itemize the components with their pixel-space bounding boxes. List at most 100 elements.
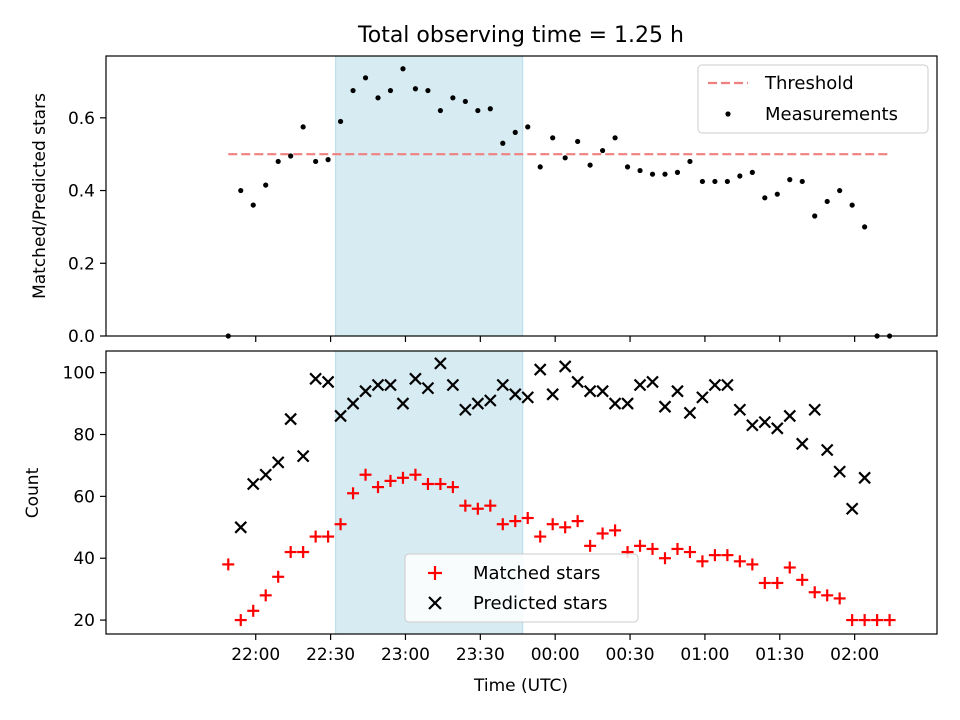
matched-star-point — [696, 555, 709, 568]
measurement-point — [612, 135, 618, 141]
measurement-point — [562, 155, 568, 161]
count-legend: Matched stars Predicted stars — [404, 553, 639, 623]
predicted-star-point — [421, 381, 435, 395]
y-tick-label: 80 — [73, 426, 95, 446]
measurement-point — [300, 124, 306, 130]
predicted-star-point — [521, 391, 535, 404]
matched-star-point — [546, 518, 559, 531]
measurement-point — [400, 66, 406, 72]
measurement-points — [225, 66, 893, 339]
predicted-star-point — [583, 384, 597, 398]
matched-star-point — [671, 542, 684, 555]
y-tick-label: 0.0 — [68, 327, 95, 347]
measurement-point — [475, 107, 481, 114]
ratio-plot-frame — [105, 55, 938, 337]
matched-star-point — [883, 614, 896, 627]
measurement-point — [412, 86, 419, 92]
y-tick-label: 100 — [63, 364, 95, 384]
matched-star-point — [509, 515, 522, 528]
predicted-star-point — [296, 449, 310, 463]
legend-measurement-label: Measurements — [765, 104, 898, 125]
matched-star-point — [721, 549, 734, 562]
matched-star-point — [609, 524, 622, 537]
predicted-star-point — [721, 378, 734, 392]
y-tick-label: 20 — [73, 611, 95, 631]
matched-star-point — [683, 546, 696, 559]
x-tick-label: 00:30 — [606, 645, 655, 665]
measurement-point — [799, 178, 805, 185]
count-y-label: Count — [23, 467, 43, 518]
ratio-y-label: Matched/Predicted stars — [30, 93, 50, 299]
measurement-point — [550, 135, 556, 141]
measurement-point — [437, 107, 443, 114]
measurement-point — [250, 202, 256, 208]
predicted-star-point — [571, 375, 584, 389]
x-tick-label: 01:30 — [755, 645, 804, 665]
matched-star-point — [783, 561, 796, 574]
predicted-star-point — [771, 422, 784, 435]
matched-star-point — [459, 499, 472, 512]
predicted-star-point — [371, 378, 385, 392]
x-tick-label: 00:00 — [531, 645, 580, 665]
legend-matched-label: Matched stars — [473, 563, 600, 584]
predicted-star-point — [833, 465, 846, 478]
measurement-point — [812, 213, 818, 219]
predicted-star-point — [608, 397, 622, 410]
measurement-point — [862, 224, 868, 230]
matched-star-point — [297, 546, 310, 559]
legend-predicted-swatch — [428, 596, 442, 610]
measurement-point — [362, 75, 369, 81]
matched-star-point — [796, 573, 809, 586]
matched-star-point — [484, 499, 497, 512]
measurement-point — [512, 129, 518, 135]
predicted-star-point — [683, 406, 697, 420]
matched-star-point — [571, 515, 584, 528]
matched-star-point — [746, 558, 759, 571]
count-legend-box — [404, 553, 639, 623]
ratio-legend-box — [697, 64, 929, 134]
x-tick-label: 02:00 — [830, 645, 879, 665]
matched-star-point — [871, 614, 884, 627]
matched-star-point — [658, 552, 671, 565]
predicted-star-point — [346, 397, 360, 410]
matched-star-point — [584, 539, 597, 552]
matched-star-point — [808, 586, 821, 599]
predicted-star-point — [845, 502, 859, 516]
measurement-point — [674, 169, 681, 175]
measurement-point — [325, 157, 331, 163]
x-axis-label: Time (UTC) — [473, 676, 568, 696]
matched-star-point — [559, 521, 572, 534]
measurement-point — [462, 98, 468, 105]
measurement-point — [637, 167, 643, 174]
measurement-point — [587, 162, 593, 168]
measurement-point — [387, 87, 394, 94]
predicted-star-point — [234, 521, 248, 534]
y-tick-label: 0.4 — [68, 182, 95, 202]
legend-matched-swatch — [428, 566, 442, 580]
matched-star-point — [733, 555, 746, 568]
legend-predicted-label: Predicted stars — [473, 593, 607, 614]
measurement-point — [849, 202, 855, 208]
matched-star-point — [596, 527, 609, 540]
predicted-star-point — [446, 378, 460, 392]
measurement-point — [837, 187, 843, 194]
measurement-point — [450, 95, 456, 101]
matched-star-point — [846, 614, 859, 627]
measurement-point — [699, 178, 706, 185]
matched-star-points — [222, 468, 896, 627]
matched-star-point — [858, 614, 871, 627]
matched-star-point — [272, 570, 285, 583]
measurement-point — [749, 169, 755, 175]
predicted-star-point — [658, 400, 672, 413]
measurement-point — [662, 171, 668, 177]
matched-star-point — [708, 549, 721, 562]
x-tick-label: 23:00 — [381, 645, 430, 665]
x-tick-label: 22:00 — [231, 645, 280, 665]
predicted-star-point — [696, 391, 709, 404]
matched-star-point — [347, 487, 360, 500]
matched-star-point — [634, 539, 647, 552]
matched-star-point — [434, 477, 447, 490]
matched-star-point — [521, 512, 534, 525]
matched-star-point — [421, 477, 434, 490]
